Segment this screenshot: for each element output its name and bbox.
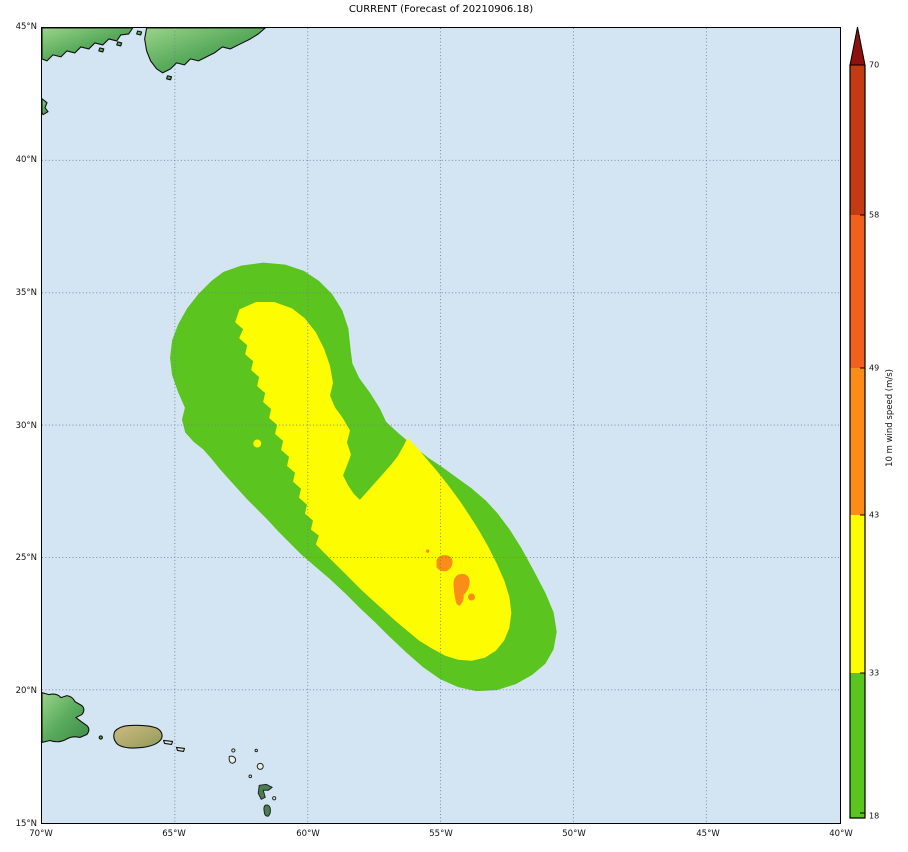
x-tick-50w: 50°W (562, 829, 586, 839)
green-hole-in-yellow (258, 445, 266, 456)
y-tick-35n: 35°N (15, 288, 37, 298)
land-hispaniola (42, 692, 90, 744)
colorbar-tick-43: 43 (869, 510, 880, 520)
land-vieques (163, 739, 174, 746)
colorbar-axis-label: 10 m wind speed (m/s) (885, 369, 895, 467)
green-hole-in-yellow (237, 401, 246, 411)
y-tick-40n: 40°N (15, 155, 37, 165)
land-island-dot (116, 41, 123, 47)
graticule-gridlines (42, 28, 840, 823)
land-island-dot (98, 735, 103, 740)
land-island-dot (166, 75, 173, 81)
colorbar-tick-49: 49 (869, 363, 880, 373)
map-canvas (42, 28, 840, 823)
x-tick-45w: 45°W (696, 829, 720, 839)
plot-title: CURRENT (Forecast of 20210906.18) (348, 4, 534, 15)
lesser-antilles-chain (228, 748, 277, 817)
land-masses (42, 28, 266, 752)
y-tick-25n: 25°N (15, 553, 37, 563)
colorbar (849, 26, 866, 819)
y-tick-15n: 15°N (15, 819, 37, 829)
colorbar-extend-arrow (849, 26, 866, 66)
x-tick-40w: 40°W (829, 829, 853, 839)
y-tick-30n: 30°N (15, 421, 37, 431)
yellow-spot-in-green (253, 439, 262, 448)
y-tick-20n: 20°N (15, 686, 37, 696)
land-cape-cod (42, 98, 49, 116)
x-tick-60w: 60°W (296, 829, 320, 839)
colorbar-tick-33: 33 (869, 668, 880, 678)
land-puerto-rico (113, 724, 163, 749)
x-tick-70w: 70°W (29, 829, 53, 839)
x-tick-65w: 65°W (162, 829, 186, 839)
y-tick-45n: 45°N (15, 22, 37, 32)
x-tick-55w: 55°W (429, 829, 453, 839)
land-island-dot (136, 30, 143, 36)
land-virgin-islands (175, 746, 186, 752)
map-plot-area (41, 27, 841, 824)
land-maine-coast (42, 28, 134, 62)
land-island-dot (98, 47, 105, 53)
land-nova-scotia (144, 28, 266, 74)
colorbar-tick-18: 18 (869, 811, 880, 821)
colorbar-tick-70: 70 (869, 60, 880, 70)
colorbar-tick-58: 58 (869, 210, 880, 220)
